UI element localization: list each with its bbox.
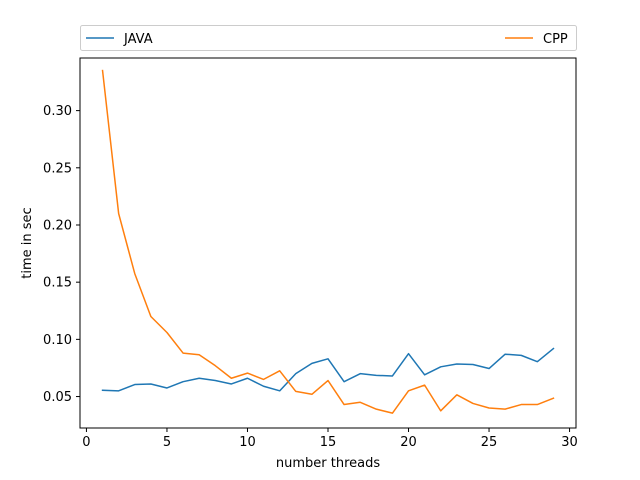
series-line-java bbox=[101, 347, 555, 392]
x-tick-label: 5 bbox=[163, 435, 171, 450]
y-tick-label: 0.05 bbox=[43, 390, 72, 405]
x-tick-label: 30 bbox=[561, 435, 578, 450]
y-tick-label: 0.25 bbox=[43, 161, 72, 176]
legend-frame bbox=[80, 25, 577, 51]
y-axis-label: time in sec bbox=[20, 207, 35, 278]
legend-label-java: JAVA bbox=[123, 32, 153, 47]
y-tick-label: 0.30 bbox=[43, 104, 72, 119]
legend-label-cpp: CPP bbox=[543, 32, 568, 47]
x-tick-label: 25 bbox=[481, 435, 498, 450]
y-tick-label: 0.15 bbox=[43, 276, 72, 291]
y-tick-label: 0.20 bbox=[43, 218, 72, 233]
plot-lines bbox=[101, 69, 555, 414]
legend: JAVA CPP bbox=[80, 25, 577, 51]
x-tick-label: 10 bbox=[239, 435, 256, 450]
x-tick-label: 20 bbox=[400, 435, 417, 450]
plot-frame bbox=[79, 57, 577, 429]
x-tick-label: 15 bbox=[320, 435, 337, 450]
x-axis: 0 5 10 15 20 25 30 bbox=[82, 428, 578, 450]
series-line-cpp bbox=[101, 69, 555, 414]
x-axis-label: number threads bbox=[276, 456, 380, 471]
y-tick-label: 0.10 bbox=[43, 333, 72, 348]
x-tick-label: 0 bbox=[82, 435, 90, 450]
y-axis: 0.05 0.10 0.15 0.20 0.25 0.30 bbox=[43, 104, 80, 405]
